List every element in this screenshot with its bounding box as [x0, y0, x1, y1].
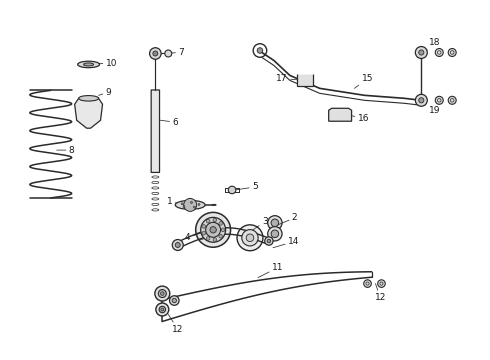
Circle shape [172, 239, 183, 251]
Circle shape [201, 217, 225, 242]
Circle shape [194, 206, 196, 208]
Text: 1: 1 [167, 197, 188, 206]
Circle shape [153, 51, 158, 56]
Circle shape [419, 98, 424, 103]
Circle shape [206, 222, 220, 237]
Circle shape [242, 230, 258, 246]
Circle shape [161, 292, 164, 295]
Circle shape [364, 280, 371, 287]
Text: 12: 12 [374, 284, 386, 302]
Circle shape [237, 225, 263, 251]
Text: 12: 12 [168, 315, 184, 334]
Text: 11: 11 [258, 263, 283, 278]
Circle shape [378, 280, 385, 287]
Circle shape [202, 231, 206, 235]
Ellipse shape [77, 61, 99, 68]
Text: 10: 10 [98, 59, 117, 68]
Circle shape [265, 237, 273, 245]
Circle shape [149, 48, 161, 59]
Circle shape [210, 226, 216, 233]
Circle shape [175, 243, 180, 247]
Circle shape [170, 296, 179, 305]
Circle shape [184, 198, 196, 211]
Circle shape [228, 186, 236, 194]
Circle shape [155, 286, 170, 301]
Circle shape [196, 212, 231, 247]
Text: 8: 8 [57, 145, 74, 154]
Ellipse shape [175, 201, 205, 210]
Polygon shape [297, 75, 313, 86]
Text: 6: 6 [160, 118, 178, 127]
Text: 17: 17 [276, 74, 303, 83]
Circle shape [416, 46, 427, 58]
Circle shape [181, 203, 183, 205]
Circle shape [267, 239, 270, 243]
Text: 16: 16 [344, 114, 369, 123]
Circle shape [448, 96, 456, 104]
Polygon shape [329, 108, 352, 121]
Circle shape [268, 216, 282, 230]
Circle shape [271, 219, 279, 226]
Circle shape [221, 228, 225, 231]
Circle shape [161, 308, 164, 311]
Text: 19: 19 [429, 100, 441, 115]
Circle shape [165, 50, 172, 57]
Text: 18: 18 [424, 38, 441, 53]
Circle shape [219, 234, 222, 238]
Text: 4: 4 [185, 232, 204, 242]
Circle shape [206, 237, 210, 240]
Circle shape [158, 289, 166, 298]
Text: 14: 14 [273, 237, 299, 248]
Circle shape [219, 222, 222, 225]
Text: 9: 9 [98, 88, 111, 97]
Text: 7: 7 [160, 48, 184, 57]
Circle shape [202, 225, 206, 228]
Ellipse shape [84, 63, 94, 66]
FancyBboxPatch shape [151, 90, 160, 172]
Circle shape [156, 303, 169, 316]
Circle shape [183, 206, 185, 208]
Circle shape [419, 50, 424, 55]
Circle shape [159, 306, 166, 313]
Text: 13: 13 [200, 229, 225, 240]
Text: 15: 15 [355, 74, 373, 88]
Circle shape [435, 96, 443, 104]
Circle shape [213, 218, 217, 222]
Circle shape [206, 219, 210, 223]
Circle shape [271, 230, 279, 238]
Circle shape [257, 48, 263, 53]
Circle shape [246, 234, 254, 242]
Circle shape [191, 202, 193, 203]
Text: 2: 2 [278, 213, 297, 225]
Circle shape [448, 49, 456, 57]
Ellipse shape [78, 95, 98, 101]
Text: 5: 5 [235, 183, 258, 192]
Text: 3: 3 [250, 217, 268, 232]
Circle shape [268, 226, 282, 241]
Circle shape [213, 238, 217, 242]
Circle shape [198, 203, 200, 206]
Polygon shape [74, 98, 102, 128]
Circle shape [172, 298, 176, 303]
Ellipse shape [212, 204, 216, 206]
Circle shape [435, 49, 443, 57]
Circle shape [416, 94, 427, 106]
